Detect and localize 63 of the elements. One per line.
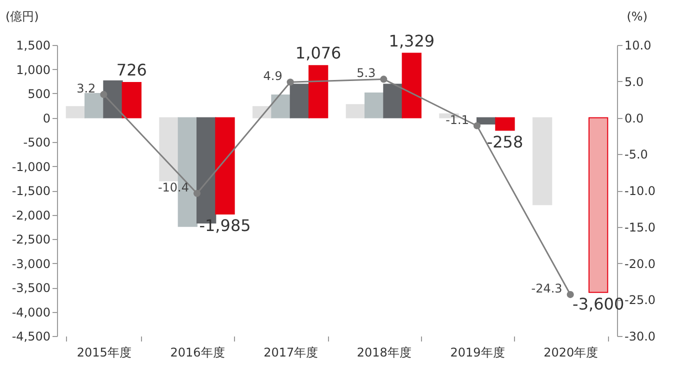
bar [383, 84, 403, 118]
bar [495, 117, 515, 131]
point [193, 190, 201, 197]
bar [84, 93, 104, 118]
y2-tick-label: -25.0 [624, 293, 656, 308]
x-tick-label: 2019年度 [450, 346, 505, 360]
data-label: 1,329 [388, 31, 435, 50]
y-axis-title: (億円) [6, 10, 39, 24]
y-tick-label: -3,500 [12, 281, 50, 295]
x-tick-label: 2018年度 [356, 346, 412, 360]
bar [364, 92, 384, 118]
data-label: 1,076 [295, 44, 342, 63]
y-tick-label: -500 [23, 136, 50, 150]
point [286, 78, 294, 86]
data-label: -1,985 [199, 216, 251, 236]
data-label: -24.3 [531, 282, 562, 296]
y-tick-label: -1,500 [12, 184, 50, 198]
bar [346, 104, 366, 118]
y2-tick-label: -20.0 [624, 256, 656, 271]
y-tick-label: 1,500 [16, 38, 50, 52]
x-tick-label: 2017年度 [264, 346, 318, 360]
data-label: 726 [116, 60, 147, 80]
data-label: 5.3 [356, 66, 376, 80]
point [473, 122, 481, 130]
y-tick-label: -2,000 [12, 208, 50, 222]
bar [402, 52, 422, 118]
y-tick-label: 1,000 [16, 62, 50, 77]
point [380, 76, 388, 83]
y2-tick-label: -30.0 [624, 330, 656, 344]
point [100, 90, 108, 98]
y-tick-label: -1,000 [12, 160, 50, 174]
y-tick-label: 0 [42, 111, 50, 126]
y2-tick-label: -10.0 [624, 184, 656, 198]
y2-tick-label: 5.0 [624, 74, 644, 89]
y2-tick-label: -15.0 [624, 220, 656, 234]
bar [308, 65, 328, 118]
bar [66, 106, 86, 118]
y-tick-label: 500 [28, 87, 50, 101]
bar [215, 117, 235, 215]
y-tick-label: -4,500 [12, 330, 50, 344]
y2-tick-label: -5.0 [624, 148, 648, 162]
bar [271, 94, 291, 118]
data-label: 4.9 [263, 69, 282, 84]
x-tick-label: 2020年度 [544, 346, 598, 360]
bar [122, 82, 142, 118]
y-tick-label: -2,500 [12, 232, 50, 246]
y-tick-label: -4,000 [12, 305, 50, 320]
y2-tick-label: 0.0 [624, 111, 644, 126]
x-tick-label: 2016年度 [170, 346, 225, 360]
y2-tick-label: 10.0 [624, 38, 652, 52]
data-label: -3,600 [572, 294, 624, 314]
y-tick-label: -3,000 [12, 256, 50, 271]
bar [588, 117, 608, 293]
bar [532, 117, 552, 206]
x-tick-label: 2015年度 [76, 346, 132, 360]
bar [159, 117, 179, 182]
data-label: -258 [486, 132, 524, 152]
data-label: -1.1 [446, 112, 469, 127]
data-label: 3.2 [76, 81, 96, 96]
y2-axis-title: (%) [626, 10, 648, 24]
data-label: -10.4 [158, 180, 189, 194]
bar [290, 84, 310, 118]
point [566, 291, 574, 298]
